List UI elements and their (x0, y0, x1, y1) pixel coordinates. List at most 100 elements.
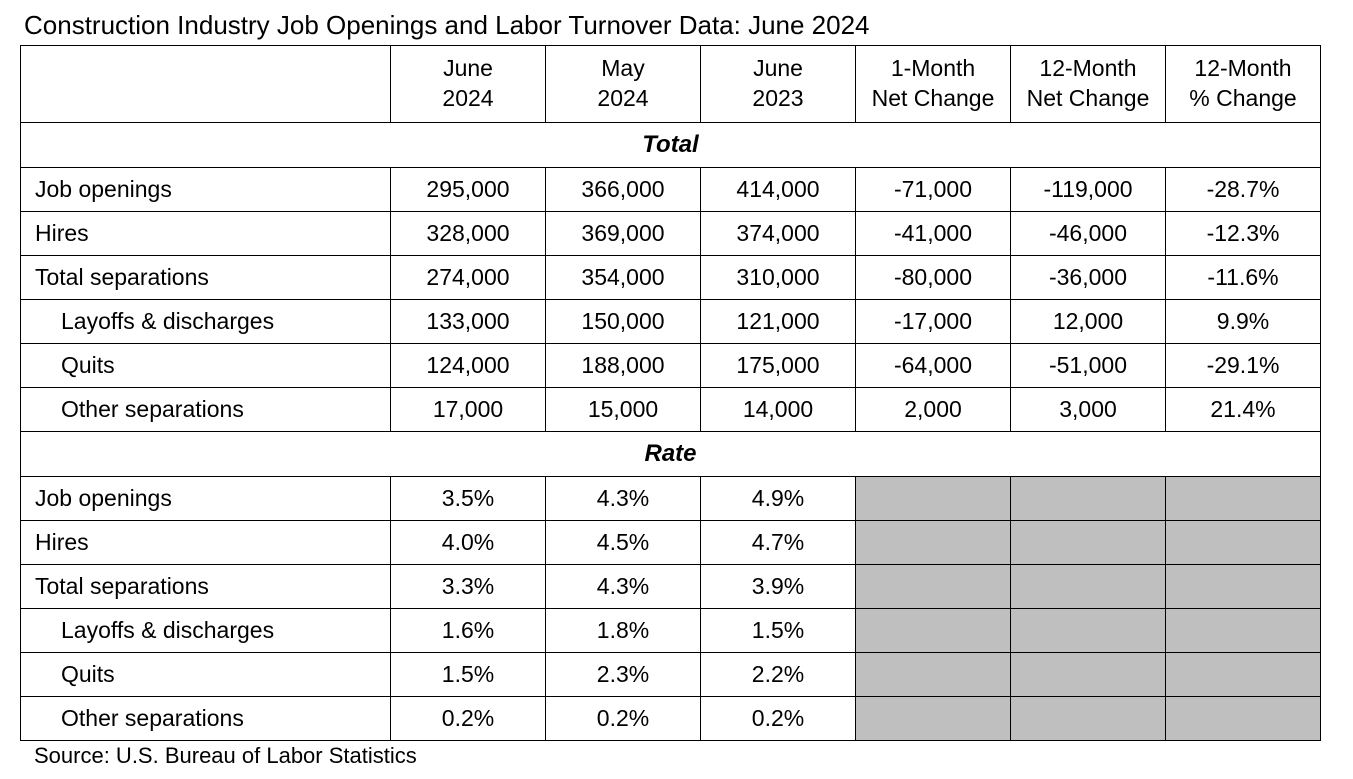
col-may24: May2024 (546, 46, 701, 123)
col-1month: 1-MonthNet Change (856, 46, 1011, 123)
cell: -119,000 (1011, 167, 1166, 211)
table-row: Hires 328,000 369,000 374,000 -41,000 -4… (21, 211, 1321, 255)
grey-cell (1166, 520, 1321, 564)
grey-cell (856, 564, 1011, 608)
cell: 4.5% (546, 520, 701, 564)
grey-cell (856, 696, 1011, 740)
cell: 4.9% (701, 476, 856, 520)
section-header-total: Total (21, 122, 1321, 167)
cell: 3.3% (391, 564, 546, 608)
cell: 295,000 (391, 167, 546, 211)
cell: 274,000 (391, 255, 546, 299)
cell: 354,000 (546, 255, 701, 299)
grey-cell (1011, 564, 1166, 608)
section-rate: Rate (21, 431, 1321, 476)
cell: -12.3% (1166, 211, 1321, 255)
cell: 2.2% (701, 652, 856, 696)
cell: 0.2% (391, 696, 546, 740)
cell: 3.9% (701, 564, 856, 608)
cell: 0.2% (701, 696, 856, 740)
cell: 3.5% (391, 476, 546, 520)
row-label: Job openings (21, 476, 391, 520)
table-row: Hires 4.0% 4.5% 4.7% (21, 520, 1321, 564)
cell: 12,000 (1011, 299, 1166, 343)
header-blank (21, 46, 391, 123)
grey-cell (856, 476, 1011, 520)
row-label-indent: Quits (21, 343, 391, 387)
row-label: Hires (21, 520, 391, 564)
row-label: Total separations (21, 255, 391, 299)
cell: 124,000 (391, 343, 546, 387)
cell: 1.6% (391, 608, 546, 652)
cell: 2.3% (546, 652, 701, 696)
table-row: Other separations 17,000 15,000 14,000 2… (21, 387, 1321, 431)
cell: 4.3% (546, 476, 701, 520)
cell: -29.1% (1166, 343, 1321, 387)
section-total: Total (21, 122, 1321, 167)
grey-cell (1166, 476, 1321, 520)
cell: 414,000 (701, 167, 856, 211)
cell: 1.5% (391, 652, 546, 696)
page-title: Construction Industry Job Openings and L… (20, 10, 1333, 41)
cell: -71,000 (856, 167, 1011, 211)
cell: -46,000 (1011, 211, 1166, 255)
cell: -51,000 (1011, 343, 1166, 387)
cell: -36,000 (1011, 255, 1166, 299)
row-label-indent: Layoffs & discharges (21, 299, 391, 343)
cell: 328,000 (391, 211, 546, 255)
section-header-rate: Rate (21, 431, 1321, 476)
cell: 1.8% (546, 608, 701, 652)
cell: 15,000 (546, 387, 701, 431)
cell: 2,000 (856, 387, 1011, 431)
cell: 21.4% (1166, 387, 1321, 431)
table-row: Quits 124,000 188,000 175,000 -64,000 -5… (21, 343, 1321, 387)
table-row: Job openings 3.5% 4.3% 4.9% (21, 476, 1321, 520)
cell: -11.6% (1166, 255, 1321, 299)
source-text: Source: U.S. Bureau of Labor Statistics (20, 743, 1333, 769)
cell: 4.7% (701, 520, 856, 564)
grey-cell (1011, 608, 1166, 652)
table-row: Total separations 274,000 354,000 310,00… (21, 255, 1321, 299)
cell: 150,000 (546, 299, 701, 343)
cell: -80,000 (856, 255, 1011, 299)
cell: 188,000 (546, 343, 701, 387)
cell: -64,000 (856, 343, 1011, 387)
cell: 14,000 (701, 387, 856, 431)
data-table: June2024 May2024 June2023 1-MonthNet Cha… (20, 45, 1321, 741)
table-row: Layoffs & discharges 1.6% 1.8% 1.5% (21, 608, 1321, 652)
header-row: June2024 May2024 June2023 1-MonthNet Cha… (21, 46, 1321, 123)
col-jun24: June2024 (391, 46, 546, 123)
grey-cell (856, 608, 1011, 652)
table-row: Job openings 295,000 366,000 414,000 -71… (21, 167, 1321, 211)
cell: -17,000 (856, 299, 1011, 343)
row-label-indent: Layoffs & discharges (21, 608, 391, 652)
cell: 4.3% (546, 564, 701, 608)
grey-cell (856, 520, 1011, 564)
cell: 3,000 (1011, 387, 1166, 431)
cell: 1.5% (701, 608, 856, 652)
grey-cell (1166, 564, 1321, 608)
grey-cell (1011, 520, 1166, 564)
grey-cell (1166, 608, 1321, 652)
table-row: Quits 1.5% 2.3% 2.2% (21, 652, 1321, 696)
col-12month: 12-MonthNet Change (1011, 46, 1166, 123)
cell: 121,000 (701, 299, 856, 343)
grey-cell (1011, 652, 1166, 696)
col-jun23: June2023 (701, 46, 856, 123)
grey-cell (1166, 652, 1321, 696)
cell: -41,000 (856, 211, 1011, 255)
grey-cell (1166, 696, 1321, 740)
cell: 9.9% (1166, 299, 1321, 343)
row-label-indent: Other separations (21, 696, 391, 740)
row-label-indent: Other separations (21, 387, 391, 431)
cell: 175,000 (701, 343, 856, 387)
row-label: Hires (21, 211, 391, 255)
grey-cell (1011, 696, 1166, 740)
grey-cell (1011, 476, 1166, 520)
table-row: Layoffs & discharges 133,000 150,000 121… (21, 299, 1321, 343)
table-row: Total separations 3.3% 4.3% 3.9% (21, 564, 1321, 608)
col-12pct: 12-Month% Change (1166, 46, 1321, 123)
cell: 133,000 (391, 299, 546, 343)
cell: 374,000 (701, 211, 856, 255)
cell: 0.2% (546, 696, 701, 740)
